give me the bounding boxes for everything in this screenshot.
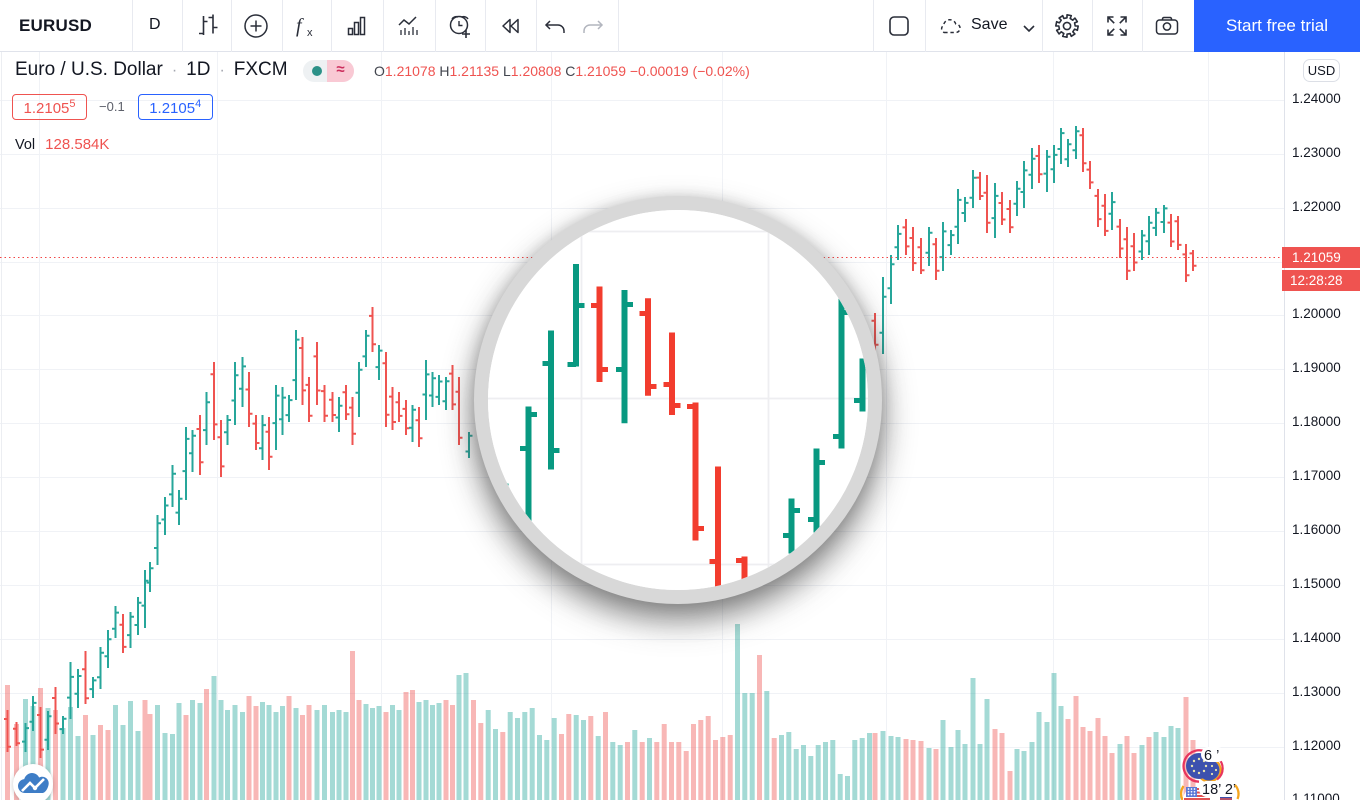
svg-text:6 ’: 6 ’ <box>1204 748 1219 764</box>
svg-text:x: x <box>307 27 313 39</box>
svg-text:f: f <box>296 15 304 37</box>
svg-text:18’ 2’: 18’ 2’ <box>1202 782 1236 798</box>
